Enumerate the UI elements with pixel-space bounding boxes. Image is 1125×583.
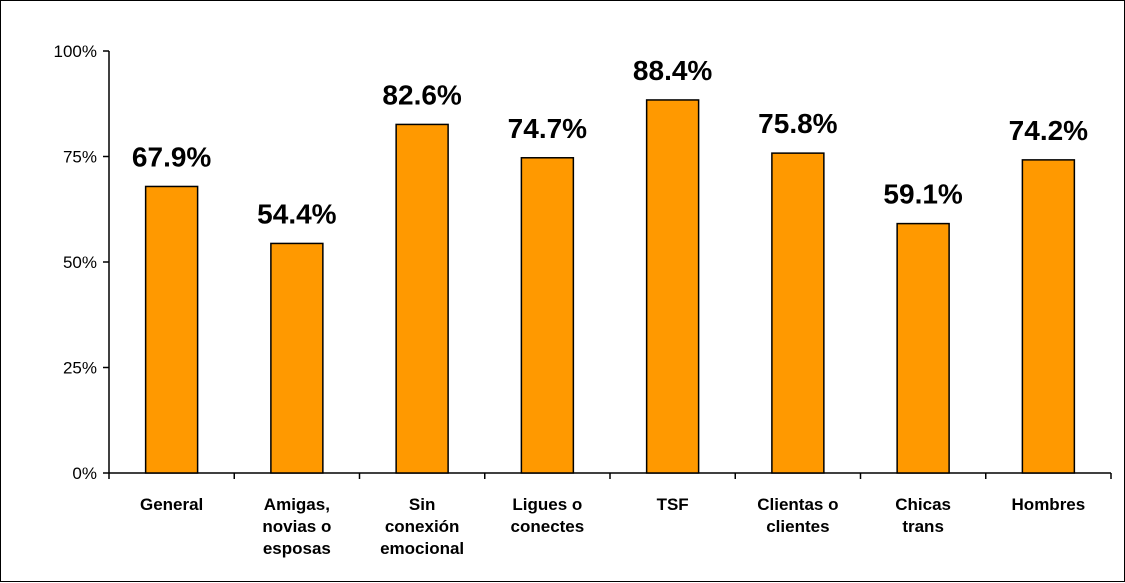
data-label: 74.7% (508, 113, 587, 144)
data-label: 82.6% (382, 79, 461, 110)
bar (645, 99, 700, 474)
bar (896, 222, 950, 474)
bar (270, 242, 324, 474)
category-label: Ligues o conectes (511, 495, 585, 536)
y-tick-label: 50% (63, 253, 97, 272)
bar (395, 123, 449, 474)
bar (1021, 159, 1076, 474)
y-tick-label: 100% (54, 42, 97, 61)
category-label: Amigas, novias o esposas (262, 495, 331, 558)
category-label: Chicas trans (895, 495, 951, 536)
bar (771, 152, 825, 474)
data-label: 74.2% (1009, 115, 1088, 146)
data-label: 54.4% (257, 198, 336, 229)
category-label: General (140, 495, 203, 514)
category-label: TSF (657, 495, 689, 514)
category-label: Sin conexión emocional (380, 495, 464, 558)
y-tick-label: 75% (63, 148, 97, 167)
data-label: 67.9% (132, 141, 211, 172)
bar (520, 157, 575, 474)
bar (144, 185, 199, 474)
y-tick-label: 25% (63, 359, 97, 378)
data-label: 59.1% (883, 179, 962, 210)
category-label: Hombres (1012, 495, 1086, 514)
y-tick-label: 0% (72, 464, 97, 483)
data-label: 75.8% (758, 108, 837, 139)
category-label: Clientas o clientes (757, 495, 838, 536)
data-label: 88.4% (633, 55, 712, 86)
